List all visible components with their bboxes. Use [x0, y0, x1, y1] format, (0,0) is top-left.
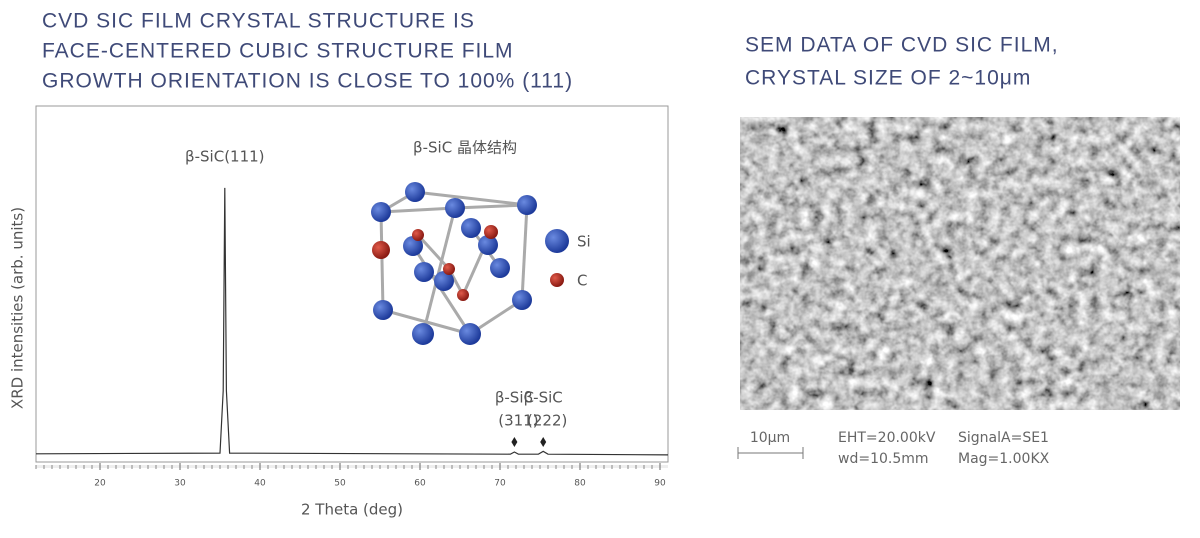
x-tick-label: 80 [574, 479, 586, 489]
x-axis-label: 2 Theta (deg) [301, 501, 403, 519]
sem-info: EHT=20.00kV [838, 430, 936, 446]
sem-image [740, 117, 1180, 410]
peak-label: β-SiC [524, 389, 563, 407]
peak-label: β-SiC [495, 389, 534, 407]
x-axis-band [36, 465, 668, 468]
legend-label: Si [577, 233, 591, 251]
xrd-line [35, 187, 669, 456]
x-tick-label: 30 [174, 479, 186, 489]
plot-frame [35, 105, 669, 463]
crystal-inset [371, 182, 569, 345]
y-axis-label: XRD intensities (arb. units) [9, 207, 27, 409]
title-line: GROWTH ORIENTATION IS CLOSE TO 100% (111… [42, 70, 573, 93]
scale-bar-label: 10μm [750, 430, 790, 446]
sem-info: wd=10.5mm [838, 451, 929, 467]
x-tick-label: 70 [494, 479, 506, 489]
peak-label: (222) [527, 412, 567, 430]
legend-label: C [577, 272, 587, 290]
x-tick-label: 50 [334, 479, 346, 489]
sem-info: Mag=1.00KX [958, 451, 1050, 467]
x-tick-label: 90 [654, 479, 666, 489]
x-tick-label: 20 [94, 479, 106, 489]
title-line: CRYSTAL SIZE OF 2~10μm [745, 67, 1031, 90]
peak-marker [540, 437, 547, 447]
title-line: CVD SIC FILM CRYSTAL STRUCTURE IS [42, 10, 475, 33]
peak-marker [511, 437, 518, 447]
title-line: SEM DATA OF CVD SIC FILM, [745, 34, 1059, 57]
inset-title: β-SiC 晶体结构 [413, 139, 517, 157]
sem-info: SignalA=SE1 [958, 430, 1049, 446]
peak-label: (311) [498, 412, 538, 430]
title-line: FACE-CENTERED CUBIC STRUCTURE FILM [42, 40, 514, 63]
x-tick-label: 40 [254, 479, 266, 489]
peak-label: β-SiC(111) [185, 148, 264, 166]
scale-bar [737, 447, 804, 459]
x-tick-label: 60 [414, 479, 426, 489]
